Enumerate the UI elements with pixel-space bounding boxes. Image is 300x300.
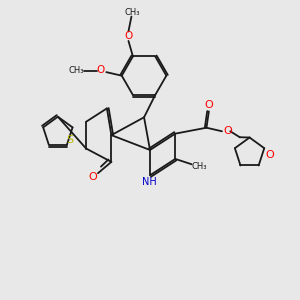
Text: CH₃: CH₃ — [192, 162, 207, 171]
Text: O: O — [124, 31, 133, 40]
Text: O: O — [88, 172, 97, 182]
Text: CH₃: CH₃ — [69, 66, 84, 75]
Text: CH₃: CH₃ — [124, 8, 140, 16]
Text: O: O — [97, 65, 105, 75]
Text: O: O — [205, 100, 213, 110]
Text: S: S — [66, 136, 73, 146]
Text: O: O — [223, 126, 232, 136]
Text: NH: NH — [142, 177, 157, 187]
Text: O: O — [266, 150, 274, 161]
